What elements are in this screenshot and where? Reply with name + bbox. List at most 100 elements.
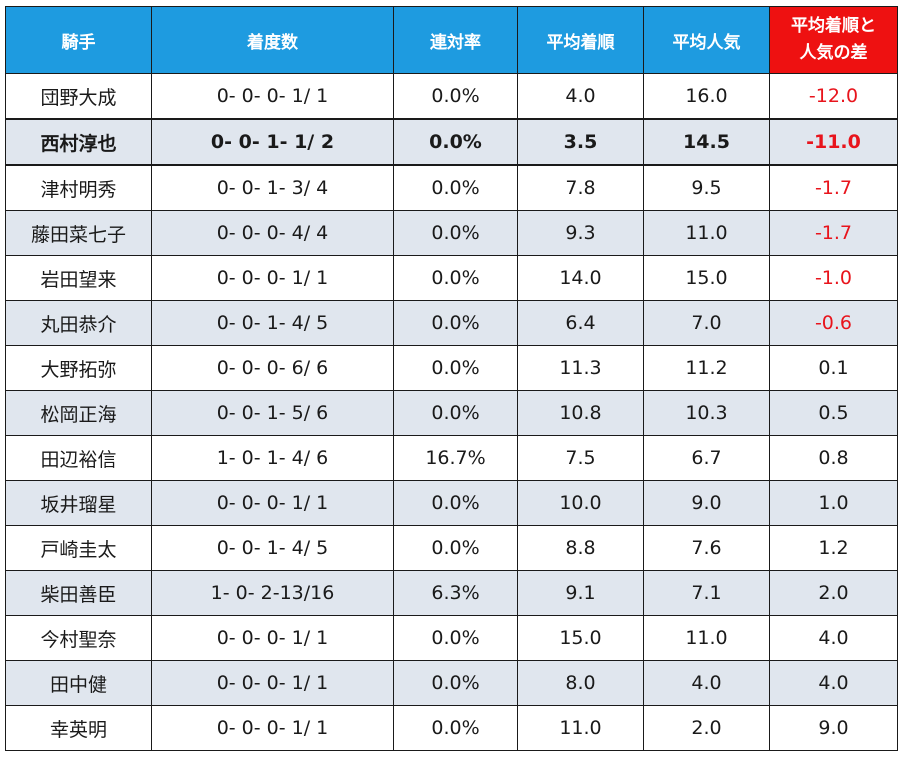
cell-avg-popularity: 9.0 <box>643 480 770 526</box>
cell-jockey: 丸田恭介 <box>5 300 152 346</box>
cell-record: 1- 0- 1- 4/ 6 <box>151 435 394 481</box>
header-diff: 平均着順と 人気の差 <box>769 6 898 74</box>
cell-record: 0- 0- 0- 1/ 1 <box>151 73 394 120</box>
cell-avg-popularity: 11.2 <box>643 345 770 391</box>
cell-jockey: 団野大成 <box>5 73 152 120</box>
cell-rentai-rate: 0.0% <box>393 705 518 751</box>
cell-diff: 4.0 <box>769 660 898 706</box>
cell-avg-popularity: 10.3 <box>643 390 770 436</box>
cell-avg-finish: 6.4 <box>517 300 644 346</box>
cell-jockey: 戸崎圭太 <box>5 525 152 571</box>
table-container: 騎手 着度数 連対率 平均着順 平均人気 平均着順と 人気の差 団野大成 0- 0… <box>5 6 898 751</box>
cell-jockey: 田辺裕信 <box>5 435 152 481</box>
cell-jockey: 岩田望来 <box>5 255 152 301</box>
cell-diff: 0.5 <box>769 390 898 436</box>
cell-rentai-rate: 0.0% <box>393 615 518 661</box>
cell-rentai-rate: 0.0% <box>393 345 518 391</box>
header-avg-finish: 平均着順 <box>517 6 644 74</box>
cell-jockey: 松岡正海 <box>5 390 152 436</box>
cell-rentai-rate: 0.0% <box>393 525 518 571</box>
cell-avg-popularity: 7.6 <box>643 525 770 571</box>
cell-avg-finish: 8.8 <box>517 525 644 571</box>
cell-avg-finish: 9.1 <box>517 570 644 616</box>
cell-avg-popularity: 15.0 <box>643 255 770 301</box>
cell-rentai-rate: 0.0% <box>393 164 518 211</box>
cell-diff: -1.7 <box>769 210 898 256</box>
cell-avg-popularity: 14.5 <box>643 118 770 166</box>
table-row: 津村明秀 0- 0- 1- 3/ 4 0.0% 7.8 9.5 -1.7 <box>5 164 898 211</box>
cell-record: 1- 0- 2-13/16 <box>151 570 394 616</box>
cell-rentai-rate: 0.0% <box>393 210 518 256</box>
cell-avg-popularity: 11.0 <box>643 210 770 256</box>
table-row: 岩田望来 0- 0- 0- 1/ 1 0.0% 14.0 15.0 -1.0 <box>5 255 898 301</box>
cell-record: 0- 0- 1- 5/ 6 <box>151 390 394 436</box>
cell-avg-popularity: 9.5 <box>643 164 770 211</box>
cell-avg-finish: 9.3 <box>517 210 644 256</box>
cell-rentai-rate: 0.0% <box>393 118 518 166</box>
cell-avg-finish: 4.0 <box>517 73 644 120</box>
cell-avg-finish: 7.8 <box>517 164 644 211</box>
cell-jockey: 藤田菜七子 <box>5 210 152 256</box>
cell-avg-finish: 15.0 <box>517 615 644 661</box>
header-avg-popularity: 平均人気 <box>643 6 770 74</box>
table-row: 大野拓弥 0- 0- 0- 6/ 6 0.0% 11.3 11.2 0.1 <box>5 345 898 391</box>
cell-rentai-rate: 6.3% <box>393 570 518 616</box>
cell-record: 0- 0- 1- 1/ 2 <box>151 118 394 166</box>
cell-avg-popularity: 16.0 <box>643 73 770 120</box>
cell-rentai-rate: 0.0% <box>393 390 518 436</box>
cell-avg-finish: 11.0 <box>517 705 644 751</box>
cell-rentai-rate: 0.0% <box>393 660 518 706</box>
table-row: 田中健 0- 0- 0- 1/ 1 0.0% 8.0 4.0 4.0 <box>5 660 898 706</box>
cell-avg-finish: 14.0 <box>517 255 644 301</box>
cell-rentai-rate: 0.0% <box>393 255 518 301</box>
cell-diff: -12.0 <box>769 73 898 120</box>
cell-avg-popularity: 2.0 <box>643 705 770 751</box>
table-row: 柴田善臣 1- 0- 2-13/16 6.3% 9.1 7.1 2.0 <box>5 570 898 616</box>
cell-jockey: 坂井瑠星 <box>5 480 152 526</box>
cell-diff: 1.2 <box>769 525 898 571</box>
cell-record: 0- 0- 0- 6/ 6 <box>151 345 394 391</box>
table-row: 坂井瑠星 0- 0- 0- 1/ 1 0.0% 10.0 9.0 1.0 <box>5 480 898 526</box>
cell-rentai-rate: 0.0% <box>393 73 518 120</box>
cell-jockey: 津村明秀 <box>5 164 152 211</box>
cell-avg-popularity: 4.0 <box>643 660 770 706</box>
table-row: 戸崎圭太 0- 0- 1- 4/ 5 0.0% 8.8 7.6 1.2 <box>5 525 898 571</box>
cell-avg-popularity: 7.0 <box>643 300 770 346</box>
cell-rentai-rate: 0.0% <box>393 480 518 526</box>
cell-record: 0- 0- 0- 1/ 1 <box>151 705 394 751</box>
cell-diff: 0.8 <box>769 435 898 481</box>
cell-avg-finish: 3.5 <box>517 118 644 166</box>
table-row: 田辺裕信 1- 0- 1- 4/ 6 16.7% 7.5 6.7 0.8 <box>5 435 898 481</box>
cell-diff: 9.0 <box>769 705 898 751</box>
cell-diff: 1.0 <box>769 480 898 526</box>
jockey-stats-table: 騎手 着度数 連対率 平均着順 平均人気 平均着順と 人気の差 団野大成 0- 0… <box>5 6 898 751</box>
cell-record: 0- 0- 0- 4/ 4 <box>151 210 394 256</box>
cell-record: 0- 0- 1- 3/ 4 <box>151 164 394 211</box>
table-row: 松岡正海 0- 0- 1- 5/ 6 0.0% 10.8 10.3 0.5 <box>5 390 898 436</box>
cell-avg-finish: 11.3 <box>517 345 644 391</box>
cell-rentai-rate: 0.0% <box>393 300 518 346</box>
cell-avg-finish: 7.5 <box>517 435 644 481</box>
cell-record: 0- 0- 0- 1/ 1 <box>151 480 394 526</box>
header-jockey: 騎手 <box>5 6 152 74</box>
cell-diff: -11.0 <box>769 118 898 166</box>
cell-diff: 0.1 <box>769 345 898 391</box>
cell-record: 0- 0- 1- 4/ 5 <box>151 300 394 346</box>
header-diff-line1: 平均着順と <box>791 16 876 36</box>
cell-jockey: 西村淳也 <box>5 118 152 166</box>
header-rentai-rate: 連対率 <box>393 6 518 74</box>
cell-record: 0- 0- 0- 1/ 1 <box>151 255 394 301</box>
table-body: 団野大成 0- 0- 0- 1/ 1 0.0% 4.0 16.0 -12.0 西村淳也 0- … <box>5 73 898 751</box>
cell-diff: -0.6 <box>769 300 898 346</box>
cell-avg-popularity: 6.7 <box>643 435 770 481</box>
cell-diff: -1.0 <box>769 255 898 301</box>
cell-avg-finish: 8.0 <box>517 660 644 706</box>
header-diff-line2: 人気の差 <box>799 43 868 63</box>
cell-diff: -1.7 <box>769 164 898 211</box>
cell-jockey: 大野拓弥 <box>5 345 152 391</box>
cell-jockey: 柴田善臣 <box>5 570 152 616</box>
table-row: 西村淳也 0- 0- 1- 1/ 2 0.0% 3.5 14.5 -11.0 <box>5 118 898 166</box>
cell-avg-popularity: 11.0 <box>643 615 770 661</box>
table-row: 藤田菜七子 0- 0- 0- 4/ 4 0.0% 9.3 11.0 -1.7 <box>5 210 898 256</box>
cell-diff: 4.0 <box>769 615 898 661</box>
